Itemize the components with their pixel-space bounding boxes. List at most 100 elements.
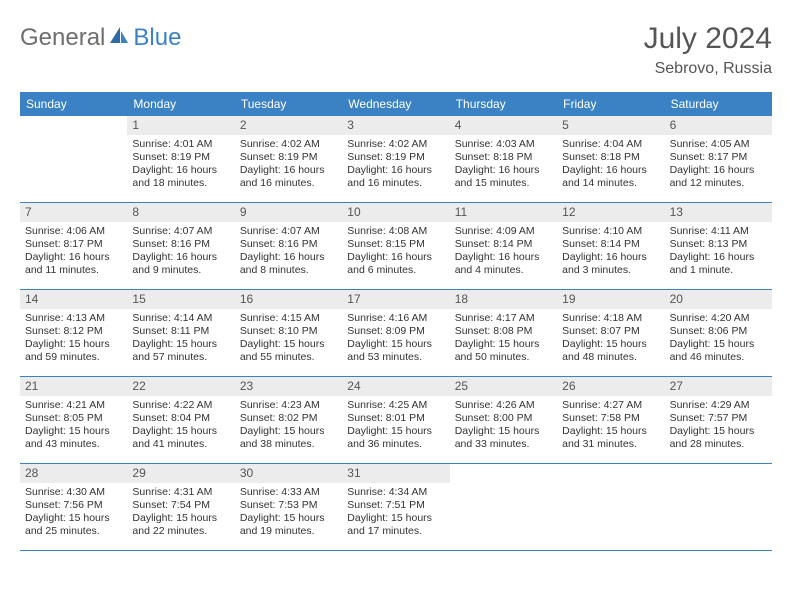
daylight-text-2: and 16 minutes. bbox=[347, 177, 444, 190]
daylight-text-1: Daylight: 16 hours bbox=[240, 164, 337, 177]
daylight-text-2: and 8 minutes. bbox=[240, 264, 337, 277]
calendar-day-cell: 30Sunrise: 4:33 AMSunset: 7:53 PMDayligh… bbox=[235, 464, 342, 550]
day-content: Sunrise: 4:22 AMSunset: 8:04 PMDaylight:… bbox=[127, 396, 234, 456]
daylight-text-1: Daylight: 16 hours bbox=[455, 164, 552, 177]
day-number: 23 bbox=[235, 377, 342, 396]
daylight-text-2: and 59 minutes. bbox=[25, 351, 122, 364]
calendar-day-cell: 19Sunrise: 4:18 AMSunset: 8:07 PMDayligh… bbox=[557, 290, 664, 376]
sunrise-text: Sunrise: 4:20 AM bbox=[670, 312, 767, 325]
daylight-text-1: Daylight: 15 hours bbox=[132, 338, 229, 351]
title-block: July 2024 Sebrovo, Russia bbox=[644, 22, 772, 78]
sunrise-text: Sunrise: 4:05 AM bbox=[670, 138, 767, 151]
day-content: Sunrise: 4:09 AMSunset: 8:14 PMDaylight:… bbox=[450, 222, 557, 282]
day-content: Sunrise: 4:30 AMSunset: 7:56 PMDaylight:… bbox=[20, 483, 127, 543]
sunrise-text: Sunrise: 4:14 AM bbox=[132, 312, 229, 325]
calendar-day-cell: 4Sunrise: 4:03 AMSunset: 8:18 PMDaylight… bbox=[450, 116, 557, 202]
sunrise-text: Sunrise: 4:10 AM bbox=[562, 225, 659, 238]
day-number: 22 bbox=[127, 377, 234, 396]
daylight-text-2: and 1 minute. bbox=[670, 264, 767, 277]
day-number: 18 bbox=[450, 290, 557, 309]
daylight-text-1: Daylight: 15 hours bbox=[562, 425, 659, 438]
logo-text-part1: General bbox=[20, 24, 105, 52]
calendar-weeks: 1 Sunrise: 4:01 AMSunset: 8:19 PM Daylight… bbox=[20, 116, 772, 551]
calendar-day-cell: 28Sunrise: 4:30 AMSunset: 7:56 PMDayligh… bbox=[20, 464, 127, 550]
calendar-day-cell: 5Sunrise: 4:04 AMSunset: 8:18 PMDaylight… bbox=[557, 116, 664, 202]
day-number: 5 bbox=[557, 116, 664, 135]
calendar-day-cell: 12Sunrise: 4:10 AMSunset: 8:14 PMDayligh… bbox=[557, 203, 664, 289]
logo-sail-icon bbox=[108, 25, 130, 52]
day-content: Sunrise: 4:29 AMSunset: 7:57 PMDaylight:… bbox=[665, 396, 772, 456]
sunrise-text: Sunrise: 4:03 AM bbox=[455, 138, 552, 151]
calendar-week: 1 Sunrise: 4:01 AMSunset: 8:19 PM Daylight… bbox=[20, 116, 772, 203]
sunset-text: Sunset: 8:02 PM bbox=[240, 412, 337, 425]
sunrise-text: Sunrise: 4:31 AM bbox=[132, 486, 229, 499]
daylight-text-1: Daylight: 16 hours bbox=[670, 164, 767, 177]
day-number: 24 bbox=[342, 377, 449, 396]
daylight-text-2: and 46 minutes. bbox=[670, 351, 767, 364]
day-content: Sunrise: 4:13 AMSunset: 8:12 PMDaylight:… bbox=[20, 309, 127, 369]
day-header-thu: Thursday bbox=[450, 92, 557, 116]
daylight-text-2: and 18 minutes. bbox=[132, 177, 229, 190]
daylight-text-1: Daylight: 16 hours bbox=[25, 251, 122, 264]
day-content: Sunrise: 4:21 AMSunset: 8:05 PMDaylight:… bbox=[20, 396, 127, 456]
sunrise-text: Sunrise: 4:22 AM bbox=[132, 399, 229, 412]
day-number: 8 bbox=[127, 203, 234, 222]
sunset-text: Sunset: 7:54 PM bbox=[132, 499, 229, 512]
calendar-day-cell: 7Sunrise: 4:06 AMSunset: 8:17 PMDaylight… bbox=[20, 203, 127, 289]
sunset-text: Sunset: 8:19 PM bbox=[132, 151, 229, 164]
calendar-day-cell: 11Sunrise: 4:09 AMSunset: 8:14 PMDayligh… bbox=[450, 203, 557, 289]
sunrise-text: Sunrise: 4:15 AM bbox=[240, 312, 337, 325]
calendar-day-cell bbox=[557, 464, 664, 550]
header: General Blue July 2024 Sebrovo, Russia bbox=[20, 22, 772, 78]
day-content: Sunrise: 4:20 AMSunset: 8:06 PMDaylight:… bbox=[665, 309, 772, 369]
calendar-day-cell: 16Sunrise: 4:15 AMSunset: 8:10 PMDayligh… bbox=[235, 290, 342, 376]
calendar-day-cell: 17Sunrise: 4:16 AMSunset: 8:09 PMDayligh… bbox=[342, 290, 449, 376]
sunrise-text: Sunrise: 4:16 AM bbox=[347, 312, 444, 325]
calendar-day-cell: 29Sunrise: 4:31 AMSunset: 7:54 PMDayligh… bbox=[127, 464, 234, 550]
day-content: Sunrise: 4:06 AMSunset: 8:17 PMDaylight:… bbox=[20, 222, 127, 282]
day-content: Sunrise: 4:08 AMSunset: 8:15 PMDaylight:… bbox=[342, 222, 449, 282]
daylight-text-1: Daylight: 15 hours bbox=[25, 512, 122, 525]
day-content: Sunrise: 4:11 AMSunset: 8:13 PMDaylight:… bbox=[665, 222, 772, 282]
day-content: Sunrise: 4:02 AMSunset: 8:19 PMDaylight:… bbox=[235, 135, 342, 195]
daylight-text-2: and 14 minutes. bbox=[562, 177, 659, 190]
daylight-text-1: Daylight: 15 hours bbox=[25, 425, 122, 438]
sunrise-text: Sunrise: 4:07 AM bbox=[132, 225, 229, 238]
day-content: Sunrise: 4:18 AMSunset: 8:07 PMDaylight:… bbox=[557, 309, 664, 369]
sunset-text: Sunset: 8:06 PM bbox=[670, 325, 767, 338]
day-number: 17 bbox=[342, 290, 449, 309]
daylight-text-1: Daylight: 15 hours bbox=[25, 338, 122, 351]
calendar-day-cell: 21Sunrise: 4:21 AMSunset: 8:05 PMDayligh… bbox=[20, 377, 127, 463]
daylight-text-2: and 11 minutes. bbox=[25, 264, 122, 277]
calendar-day-cell: 25Sunrise: 4:26 AMSunset: 8:00 PMDayligh… bbox=[450, 377, 557, 463]
day-content: Sunrise: 4:31 AMSunset: 7:54 PMDaylight:… bbox=[127, 483, 234, 543]
sunset-text: Sunset: 8:14 PM bbox=[455, 238, 552, 251]
daylight-text-1: Daylight: 15 hours bbox=[240, 338, 337, 351]
daylight-text-2: and 31 minutes. bbox=[562, 438, 659, 451]
sunrise-text: Sunrise: 4:23 AM bbox=[240, 399, 337, 412]
calendar-day-cell: 31Sunrise: 4:34 AMSunset: 7:51 PMDayligh… bbox=[342, 464, 449, 550]
day-content: Sunrise: 4:34 AMSunset: 7:51 PMDaylight:… bbox=[342, 483, 449, 543]
day-number: 21 bbox=[20, 377, 127, 396]
day-number: 19 bbox=[557, 290, 664, 309]
sunset-text: Sunset: 8:04 PM bbox=[132, 412, 229, 425]
sunset-text: Sunset: 8:10 PM bbox=[240, 325, 337, 338]
calendar-day-cell: 27Sunrise: 4:29 AMSunset: 7:57 PMDayligh… bbox=[665, 377, 772, 463]
day-content: Sunrise: 4:17 AMSunset: 8:08 PMDaylight:… bbox=[450, 309, 557, 369]
sunrise-text: Sunrise: 4:01 AM bbox=[132, 138, 229, 151]
sunrise-text: Sunrise: 4:27 AM bbox=[562, 399, 659, 412]
day-number: 4 bbox=[450, 116, 557, 135]
daylight-text-1: Daylight: 15 hours bbox=[240, 425, 337, 438]
day-content: Sunrise: 4:27 AMSunset: 7:58 PMDaylight:… bbox=[557, 396, 664, 456]
day-number: 15 bbox=[127, 290, 234, 309]
day-number: 9 bbox=[235, 203, 342, 222]
daylight-text-1: Daylight: 16 hours bbox=[562, 251, 659, 264]
day-content: Sunrise: 4:15 AMSunset: 8:10 PMDaylight:… bbox=[235, 309, 342, 369]
sunset-text: Sunset: 8:09 PM bbox=[347, 325, 444, 338]
daylight-text-1: Daylight: 16 hours bbox=[347, 251, 444, 264]
calendar-day-cell: 26Sunrise: 4:27 AMSunset: 7:58 PMDayligh… bbox=[557, 377, 664, 463]
day-number: 1 bbox=[127, 116, 234, 135]
daylight-text-2: and 41 minutes. bbox=[132, 438, 229, 451]
day-number: 12 bbox=[557, 203, 664, 222]
sunset-text: Sunset: 8:15 PM bbox=[347, 238, 444, 251]
